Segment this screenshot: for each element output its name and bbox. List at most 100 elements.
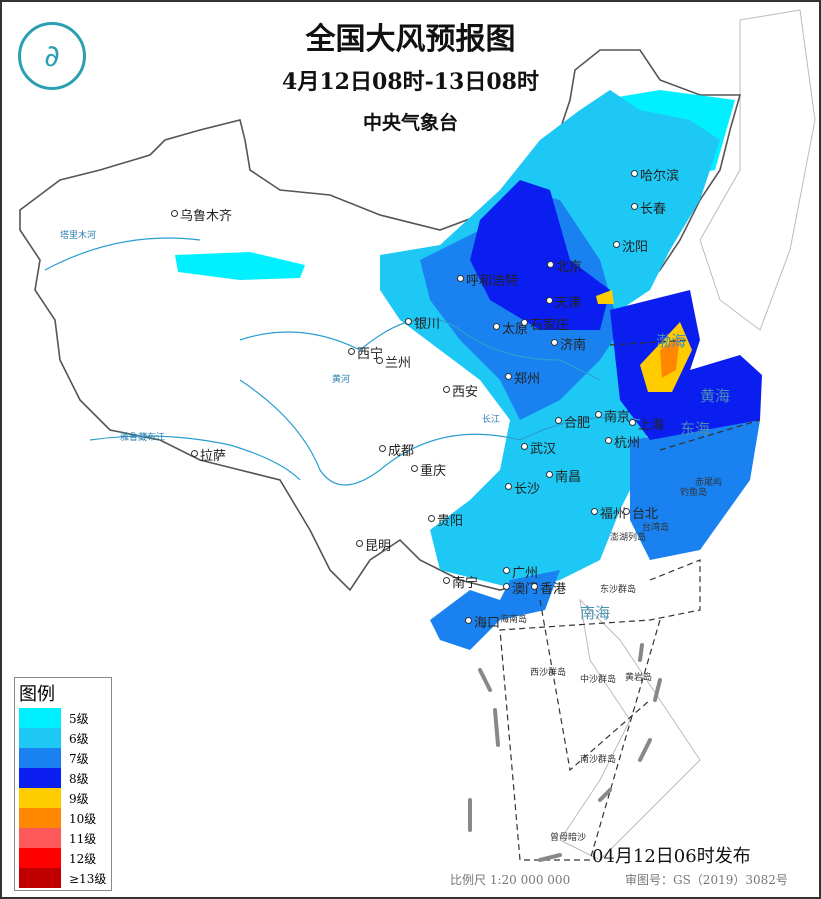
legend-item: 5级	[15, 708, 111, 728]
city-label: 福州	[590, 503, 626, 522]
approval-number: 审图号：GS（2019）3082号	[625, 873, 788, 887]
city-label: 济南	[550, 334, 586, 353]
river-label: 黄河	[332, 375, 351, 385]
rivers	[44, 237, 641, 486]
island-label: 南沙群岛	[580, 755, 617, 765]
city-label: 太原	[492, 318, 528, 337]
city-label: 成都	[378, 440, 414, 459]
city-label: 沈阳	[612, 236, 648, 255]
legend-label: 9级	[69, 791, 89, 806]
legend-item: 9级	[15, 788, 111, 808]
city-label: 杭州	[604, 432, 640, 451]
zone-8	[470, 180, 610, 330]
legend-item: 7级	[15, 748, 111, 768]
city-label: 台北	[622, 503, 658, 522]
city-label: 银川	[404, 313, 440, 332]
city-label: 南昌	[545, 466, 581, 485]
river-label: 雅鲁藏布江	[120, 433, 166, 443]
river-tarim	[44, 237, 201, 271]
neighbor-coast	[699, 9, 816, 331]
legend-item: 10级	[15, 808, 111, 828]
sea-label: 东海	[680, 420, 711, 438]
city-label: 天津	[545, 292, 581, 311]
issuer: 中央气象台	[362, 112, 458, 134]
island-label: 钓鱼岛	[680, 488, 708, 498]
legend-swatch	[19, 768, 61, 788]
legend-swatch	[19, 748, 61, 768]
legend-swatch	[19, 808, 61, 828]
legend-item: ≥13级	[15, 868, 111, 888]
legend-label: ≥13级	[69, 871, 107, 886]
map-title: 全国大风预报图	[305, 22, 516, 57]
island-label: 黄岩岛	[625, 673, 653, 683]
legend: 图例 5级 6级 7级 8级 9级 10级 11级 12级 ≥13级	[14, 677, 112, 891]
island-label: 中沙群岛	[580, 675, 617, 685]
legend-swatch	[19, 728, 61, 748]
island-label: 东沙群岛	[600, 585, 637, 595]
sea-label: 渤海	[656, 332, 687, 350]
city-label: 郑州	[504, 368, 540, 387]
city-label: 武汉	[520, 438, 556, 457]
city-label: 长春	[630, 198, 666, 217]
island-label: 西沙群岛	[530, 668, 567, 678]
wind-zones	[175, 90, 762, 650]
nine-dash-line	[468, 643, 662, 862]
river-yarlung	[89, 435, 301, 481]
legend-label: 10级	[69, 811, 97, 826]
cma-logo-icon: ∂	[18, 22, 86, 90]
island-label: 澎湖列岛	[610, 533, 647, 543]
island-label: 赤尾屿	[695, 478, 723, 488]
legend-swatch	[19, 828, 61, 848]
city-label: 西安	[442, 381, 478, 400]
river-label: 塔里木河	[60, 231, 97, 241]
city-label: 昆明	[355, 535, 391, 554]
sea-label: 南海	[580, 604, 611, 622]
legend-label: 12级	[69, 851, 97, 866]
legend-swatch	[19, 708, 61, 728]
river-yellow	[239, 318, 601, 381]
river-yangtze	[239, 379, 641, 486]
legend-item: 11级	[15, 828, 111, 848]
city-label: 广州	[502, 562, 538, 581]
island-label: 曾母暗沙	[550, 833, 587, 843]
zone-7	[430, 570, 560, 650]
city-label: 合肥	[554, 412, 590, 431]
legend-swatch	[19, 788, 61, 808]
legend-swatch	[19, 868, 61, 888]
city-label: 香港	[530, 578, 566, 597]
city-label: 长沙	[504, 478, 540, 497]
zone-10	[660, 336, 680, 378]
city-label: 兰州	[375, 352, 411, 371]
legend-label: 5级	[69, 711, 89, 726]
scale-text: 比例尺 1:20 000 000	[450, 873, 571, 887]
island-label: 海南岛	[500, 615, 528, 625]
city-label: 南京	[594, 406, 630, 425]
city-label: 乌鲁木齐	[170, 205, 232, 224]
legend-swatch	[19, 848, 61, 868]
zone-5	[175, 252, 305, 280]
legend-item: 12级	[15, 848, 111, 868]
city-label: 呼和浩特	[456, 270, 518, 289]
river-label: 长江	[482, 415, 501, 425]
neighbor-coast	[559, 598, 701, 861]
forecast-period: 4月12日08时-13日08时	[282, 69, 539, 95]
zone-9	[596, 290, 614, 304]
legend-label: 8级	[69, 771, 89, 786]
city-label: 重庆	[410, 460, 446, 479]
boundary-lines	[499, 339, 761, 861]
city-label: 拉萨	[190, 445, 226, 464]
zone-7	[630, 420, 760, 560]
legend-label: 7级	[69, 751, 89, 766]
legend-label: 6级	[69, 731, 89, 746]
legend-label: 11级	[69, 831, 97, 846]
city-label: 上海	[628, 414, 664, 433]
island-label: 台湾岛	[642, 523, 670, 533]
city-label: 哈尔滨	[630, 165, 679, 184]
legend-item: 6级	[15, 728, 111, 748]
city-label: 北京	[546, 256, 582, 275]
zone-8	[610, 290, 762, 440]
sea-label: 黄海	[700, 387, 731, 405]
city-label: 石家庄	[520, 314, 569, 333]
